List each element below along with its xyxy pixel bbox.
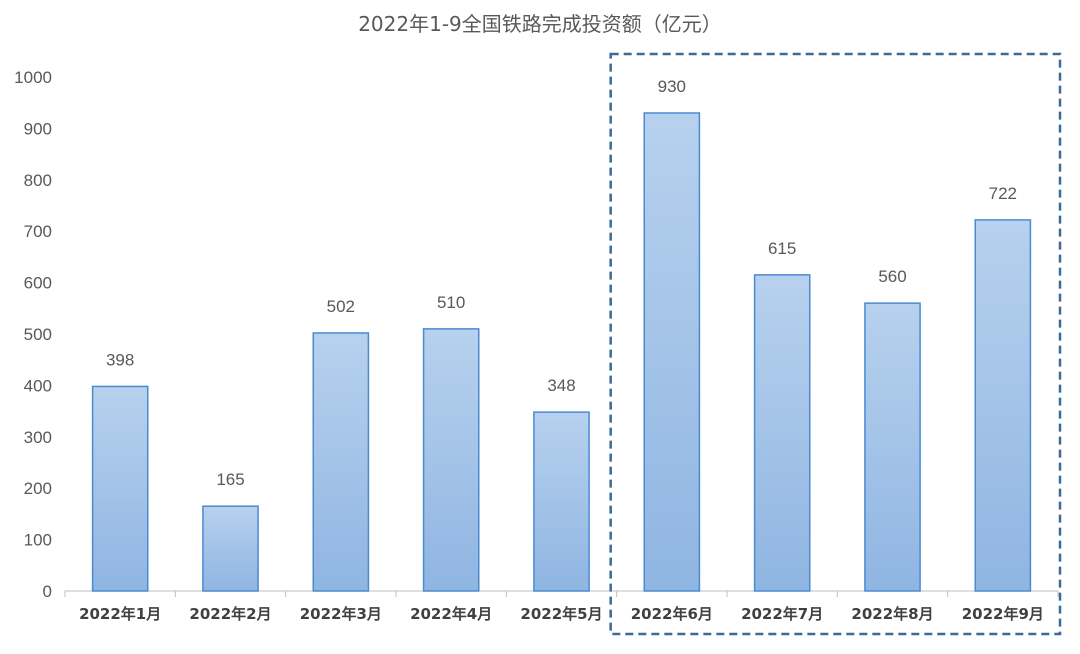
bar (91, 385, 149, 592)
x-tick-label: 2022年5月 (520, 605, 602, 623)
data-label: 165 (216, 470, 244, 489)
y-tick-label: 800 (24, 171, 52, 190)
bar (312, 332, 370, 592)
highlight-box (609, 52, 1062, 636)
y-tick-label: 100 (24, 531, 52, 550)
y-tick-label: 500 (24, 325, 52, 344)
data-label: 348 (547, 376, 575, 395)
bar (974, 219, 1032, 592)
y-tick-label: 600 (24, 274, 52, 293)
y-axis: 0 100 200 300 400 500 600 700 800 900 1000 (14, 68, 52, 601)
y-tick-label: 0 (43, 582, 52, 601)
chart-title: 2022年1-9全国铁路完成投资额（亿元） (358, 12, 722, 36)
bar (422, 328, 480, 592)
x-tick-label: 2022年8月 (851, 605, 933, 623)
y-tick-label: 200 (24, 479, 52, 498)
x-tick-label: 2022年2月 (189, 605, 271, 623)
bars (91, 112, 1032, 592)
data-label: 722 (989, 184, 1017, 203)
bar (533, 411, 590, 592)
bar (643, 112, 701, 592)
y-tick-label: 1000 (14, 68, 52, 87)
bar (753, 274, 811, 592)
x-axis: 2022年1月 2022年2月 2022年3月 2022年4月 2022年5月 2022年… (64, 590, 1059, 623)
y-tick-label: 900 (24, 119, 52, 138)
highlight-box-group (609, 52, 1062, 636)
y-tick-label: 700 (24, 222, 52, 241)
data-label: 615 (768, 239, 796, 258)
x-tick-label: 2022年9月 (962, 605, 1044, 623)
y-tick-label: 400 (24, 376, 52, 395)
bar (864, 302, 921, 592)
data-label: 930 (658, 77, 686, 96)
data-label: 510 (437, 293, 465, 312)
bar (202, 505, 259, 592)
data-label: 560 (878, 267, 906, 286)
data-label: 398 (106, 350, 134, 369)
x-tick-label: 2022年6月 (631, 605, 713, 623)
data-label: 502 (327, 297, 355, 316)
x-tick-label: 2022年4月 (410, 605, 492, 623)
x-tick-label: 2022年3月 (300, 605, 382, 623)
x-tick-label: 2022年7月 (741, 605, 823, 623)
y-tick-label: 300 (24, 428, 52, 447)
x-tick-label: 2022年1月 (79, 605, 161, 623)
data-labels: 398 165 502 510 348 930 615 560 722 (106, 77, 1017, 489)
